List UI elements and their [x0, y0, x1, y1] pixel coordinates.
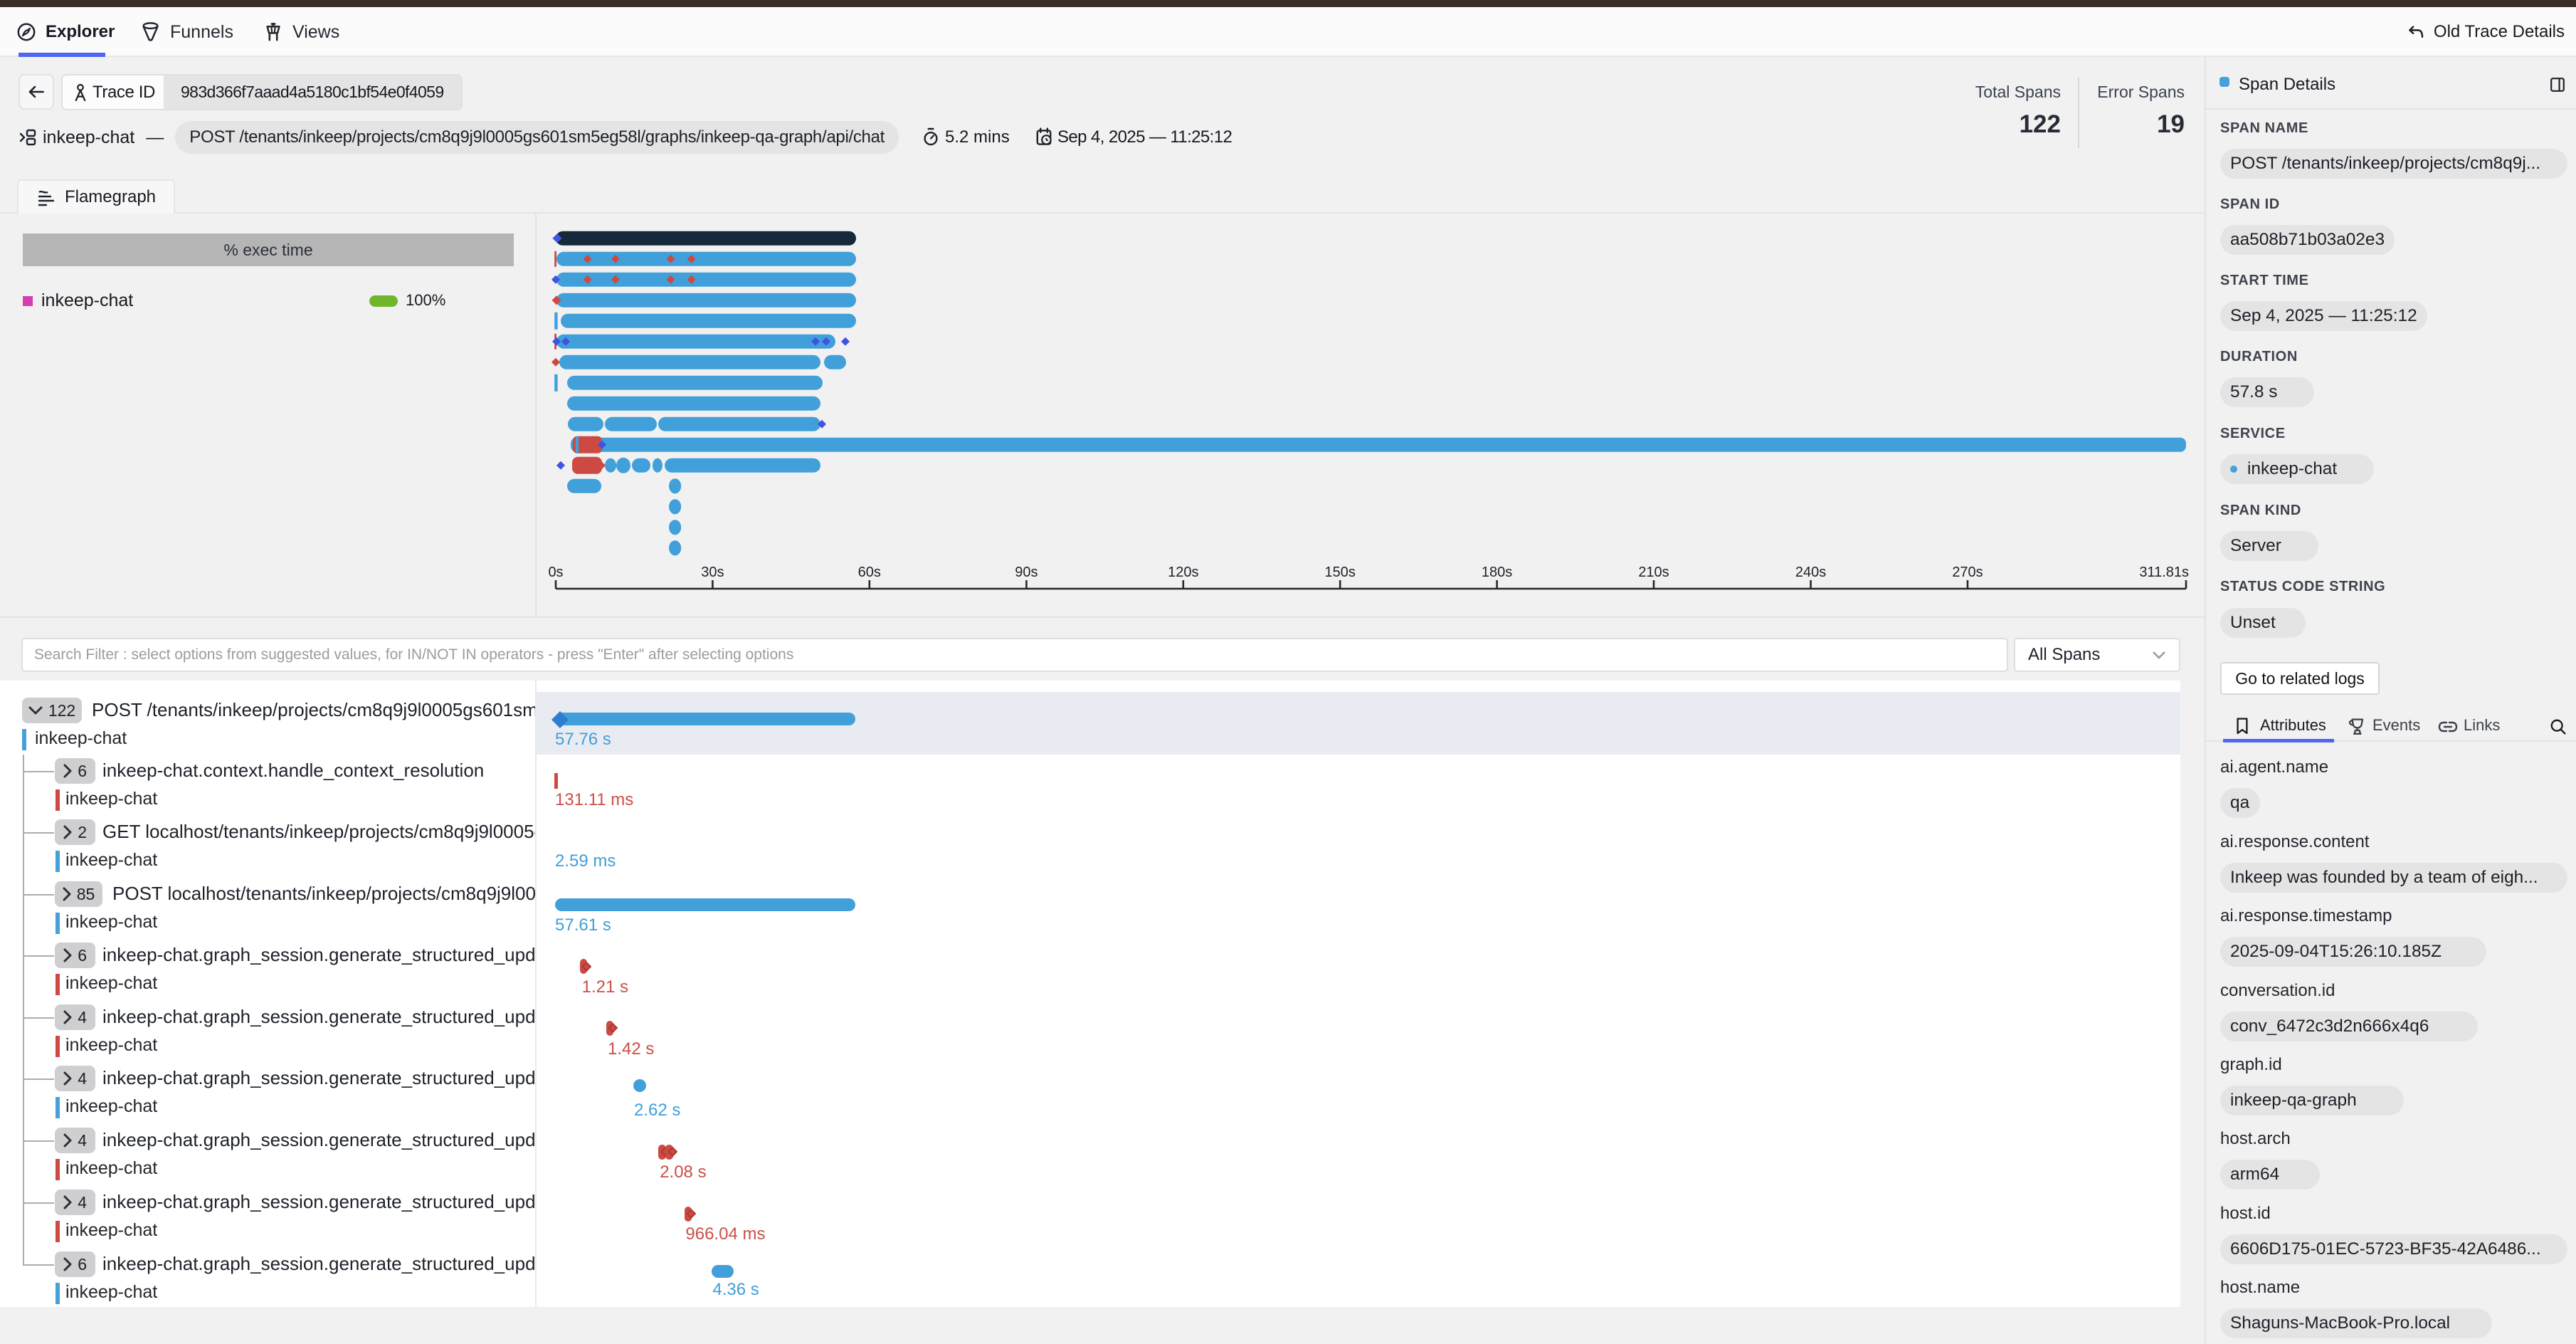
svg-text:240s: 240s	[1795, 565, 1826, 580]
svg-text:60s: 60s	[858, 565, 881, 580]
svg-text:0s: 0s	[548, 565, 563, 580]
svg-text:210s: 210s	[1638, 565, 1669, 580]
svg-text:150s: 150s	[1325, 565, 1356, 580]
svg-text:120s: 120s	[1168, 565, 1198, 580]
svg-text:90s: 90s	[1015, 565, 1038, 580]
svg-text:270s: 270s	[1952, 565, 1983, 580]
svg-text:30s: 30s	[701, 565, 724, 580]
svg-text:180s: 180s	[1482, 565, 1512, 580]
svg-text:311.81s: 311.81s	[2139, 565, 2189, 580]
